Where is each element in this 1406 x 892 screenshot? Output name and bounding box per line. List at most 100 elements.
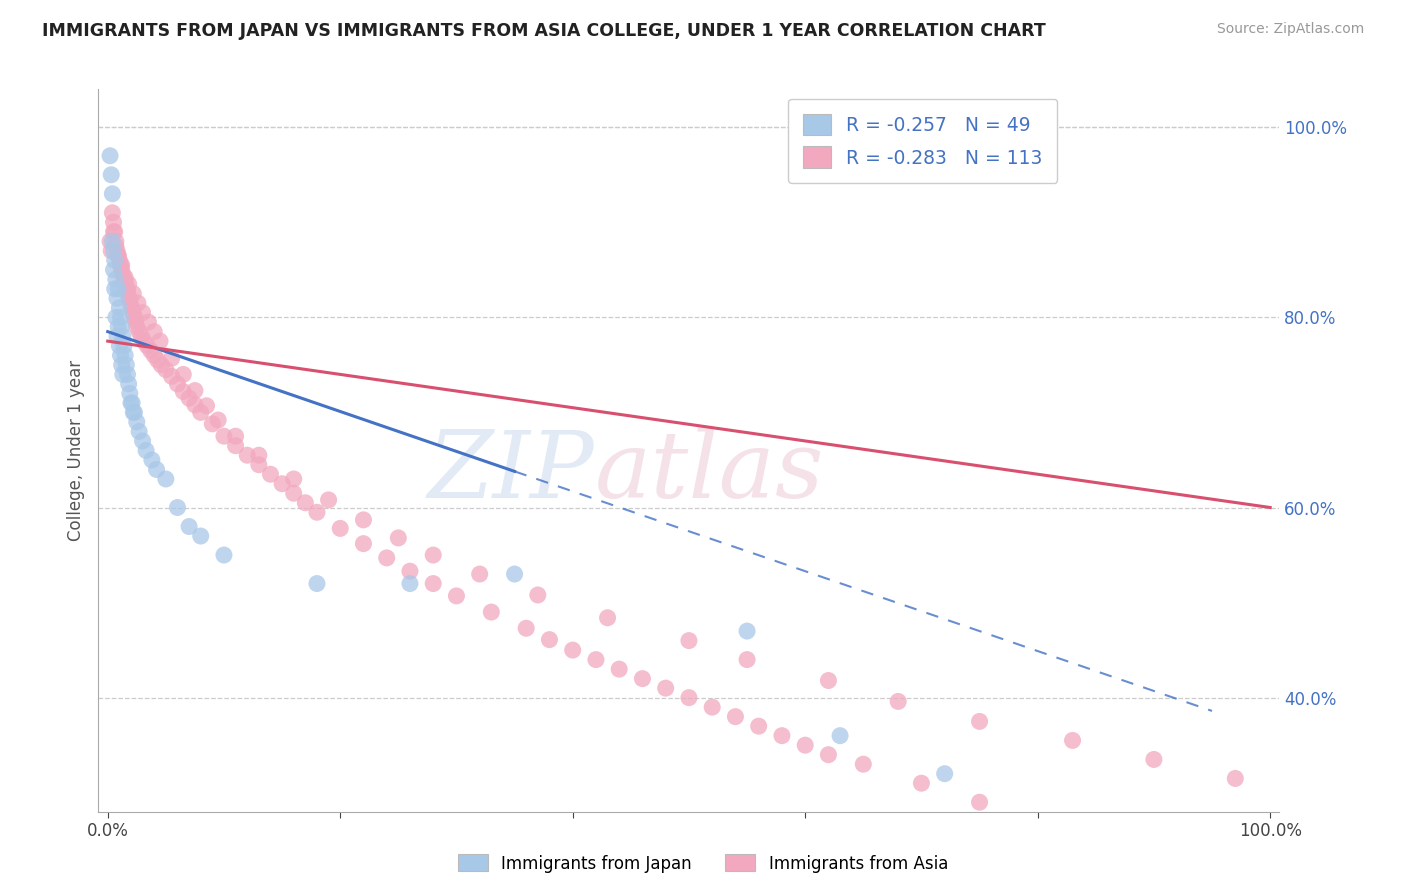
Point xyxy=(105,244,128,258)
Point xyxy=(125,319,148,334)
Point xyxy=(329,521,352,535)
Point xyxy=(111,368,134,382)
Point xyxy=(112,339,135,353)
Point xyxy=(132,334,155,348)
Point xyxy=(128,325,150,339)
Text: IMMIGRANTS FROM JAPAN VS IMMIGRANTS FROM ASIA COLLEGE, UNDER 1 YEAR CORRELATION : IMMIGRANTS FROM JAPAN VS IMMIGRANTS FROM… xyxy=(42,22,1046,40)
Point xyxy=(111,358,134,372)
Point xyxy=(828,729,851,743)
Point xyxy=(184,384,207,398)
Point xyxy=(115,280,138,294)
Point xyxy=(111,263,134,277)
Point xyxy=(108,339,131,353)
Y-axis label: College, Under 1 year: College, Under 1 year xyxy=(66,359,84,541)
Point xyxy=(104,225,127,239)
Point xyxy=(177,391,200,405)
Point xyxy=(135,443,157,458)
Point xyxy=(538,632,561,647)
Point xyxy=(118,293,141,308)
Point xyxy=(125,415,148,429)
Point xyxy=(1201,843,1223,857)
Point xyxy=(212,548,235,562)
Point xyxy=(131,434,153,448)
Point xyxy=(103,215,125,229)
Point xyxy=(748,719,770,733)
Point xyxy=(117,368,139,382)
Point xyxy=(107,282,129,296)
Point xyxy=(146,353,169,368)
Point xyxy=(1119,823,1142,838)
Point xyxy=(446,589,468,603)
Text: Source: ZipAtlas.com: Source: ZipAtlas.com xyxy=(1216,22,1364,37)
Point xyxy=(115,358,138,372)
Point xyxy=(399,564,422,578)
Point xyxy=(104,253,127,268)
Point xyxy=(120,396,142,410)
Point xyxy=(631,672,654,686)
Point xyxy=(107,319,129,334)
Point xyxy=(104,310,127,325)
Point xyxy=(105,329,128,343)
Point xyxy=(138,315,160,329)
Point xyxy=(149,334,172,348)
Point xyxy=(353,536,375,550)
Point xyxy=(1225,772,1247,786)
Point xyxy=(122,307,145,321)
Point xyxy=(735,652,758,666)
Point xyxy=(735,624,758,639)
Point xyxy=(124,314,146,328)
Point xyxy=(195,399,218,413)
Point xyxy=(225,429,247,443)
Point xyxy=(607,662,630,676)
Point xyxy=(98,149,121,163)
Point xyxy=(150,358,173,372)
Point xyxy=(422,576,444,591)
Point xyxy=(247,448,270,462)
Point xyxy=(160,351,183,366)
Point xyxy=(561,643,583,657)
Point xyxy=(910,776,932,790)
Point xyxy=(104,272,127,286)
Point xyxy=(969,795,991,809)
Point xyxy=(654,681,676,695)
Point xyxy=(503,567,526,582)
Point xyxy=(1062,733,1084,747)
Point xyxy=(139,343,162,358)
Point xyxy=(117,277,139,291)
Point xyxy=(271,476,294,491)
Point xyxy=(110,348,132,362)
Point xyxy=(111,268,134,282)
Point xyxy=(1166,833,1188,847)
Point xyxy=(172,384,194,399)
Point xyxy=(422,548,444,562)
Point xyxy=(201,417,224,431)
Point xyxy=(136,339,159,353)
Point xyxy=(103,225,125,239)
Legend: R = -0.257   N = 49, R = -0.283   N = 113: R = -0.257 N = 49, R = -0.283 N = 113 xyxy=(787,99,1057,183)
Point xyxy=(155,472,177,486)
Point xyxy=(770,729,793,743)
Point xyxy=(114,270,136,285)
Point xyxy=(817,673,839,688)
Point xyxy=(104,282,127,296)
Point xyxy=(131,305,153,319)
Point xyxy=(128,425,150,439)
Point xyxy=(236,448,259,462)
Point xyxy=(305,505,328,519)
Point xyxy=(143,348,166,362)
Point xyxy=(160,369,183,384)
Text: ZIP: ZIP xyxy=(427,427,595,517)
Point xyxy=(177,519,200,533)
Point xyxy=(111,329,134,343)
Point xyxy=(110,310,132,325)
Point xyxy=(155,362,177,376)
Point xyxy=(107,249,129,263)
Point xyxy=(184,398,207,412)
Point xyxy=(259,467,281,482)
Point xyxy=(1084,814,1107,829)
Point xyxy=(1143,752,1166,766)
Point xyxy=(934,766,956,780)
Point xyxy=(172,368,194,382)
Point xyxy=(190,405,212,419)
Point xyxy=(101,206,124,220)
